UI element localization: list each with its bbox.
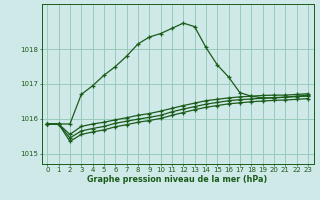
X-axis label: Graphe pression niveau de la mer (hPa): Graphe pression niveau de la mer (hPa) — [87, 175, 268, 184]
